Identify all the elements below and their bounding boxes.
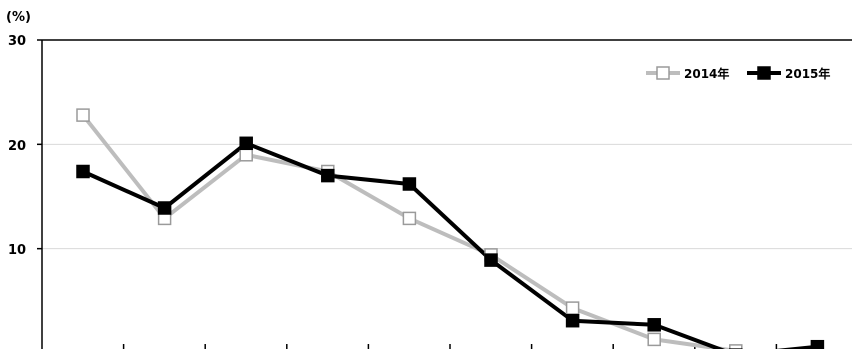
data-point-series1-9 [810,339,825,349]
data-point-series0-8 [729,344,743,349]
data-point-series0-0 [76,108,90,122]
data-point-series0-4 [402,211,417,226]
data-point-series1-7 [647,318,661,332]
data-point-series0-2 [239,148,253,162]
data-point-series1-4 [402,177,417,191]
y-unit-label: (%) [6,10,31,25]
legend-item-2015: 2015年 [747,66,830,81]
y-tick-label-10: 10 [8,243,26,258]
legend-label-2015: 2015年 [785,66,830,81]
data-point-series0-7 [647,332,661,347]
y-tick-label-20: 20 [8,139,26,154]
y-tick-label-30: 30 [8,34,26,49]
data-point-series1-3 [321,168,335,183]
data-point-series1-6 [565,313,580,328]
series-line-1 [82,141,818,349]
data-point-series0-6 [565,301,580,315]
legend-label-2014: 2014年 [684,66,729,81]
legend: 2014年 2015年 [646,66,830,81]
axes [41,40,778,349]
legend-marker-2015 [757,66,771,80]
data-point-series1-1 [157,201,172,215]
legend-marker-2014 [656,66,670,80]
data-point-series1-5 [484,253,498,267]
legend-item-2014: 2014年 [646,66,729,81]
data-point-series1-2 [239,136,253,151]
series-line-0 [81,113,737,349]
data-point-series1-0 [76,164,90,179]
series-lines [76,108,825,349]
gridlines [37,39,852,250]
